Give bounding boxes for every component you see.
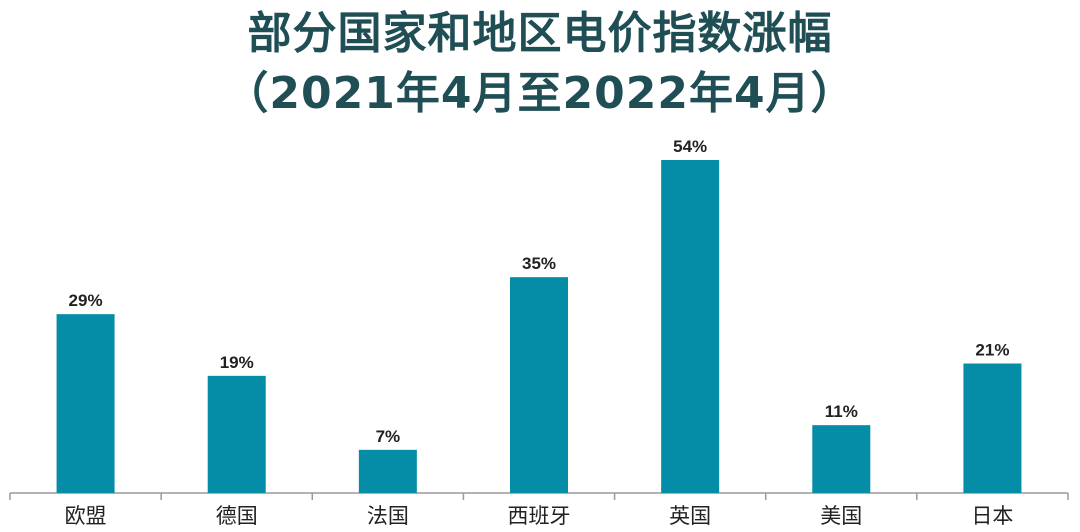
value-label-3: 7% bbox=[376, 427, 401, 446]
value-label-1: 29% bbox=[69, 291, 103, 310]
bar-6 bbox=[812, 425, 871, 493]
value-label-2: 19% bbox=[220, 353, 254, 372]
value-label-7: 21% bbox=[975, 341, 1009, 360]
chart-title-line2: （2021年4月至2022年4月） bbox=[224, 68, 856, 119]
value-label-4: 35% bbox=[522, 254, 556, 273]
category-label-7: 日本 bbox=[971, 504, 1013, 528]
category-label-3: 法国 bbox=[367, 504, 409, 528]
bar-7 bbox=[963, 363, 1022, 493]
category-label-1: 欧盟 bbox=[65, 504, 107, 528]
category-label-6: 美国 bbox=[820, 504, 862, 528]
bar-2 bbox=[207, 375, 266, 493]
bar-4 bbox=[510, 277, 568, 493]
bar-3 bbox=[358, 449, 417, 493]
value-label-6: 11% bbox=[825, 402, 858, 421]
bar-1 bbox=[56, 314, 115, 493]
chart-title-line1: 部分国家和地区电价指数涨幅 bbox=[247, 8, 833, 59]
category-label-5: 英国 bbox=[669, 504, 711, 528]
bar-5 bbox=[661, 160, 720, 493]
category-label-4: 西班牙 bbox=[508, 504, 571, 528]
category-label-2: 德国 bbox=[216, 504, 258, 528]
value-label-5: 54% bbox=[673, 137, 707, 156]
